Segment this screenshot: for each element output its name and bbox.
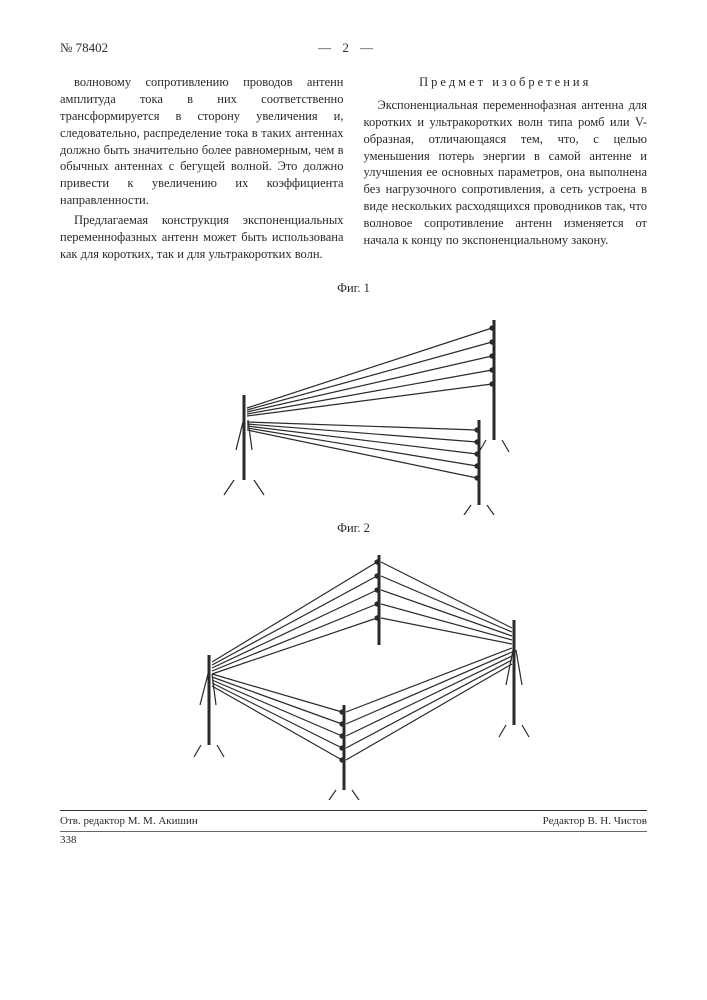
claim-title: Предмет изобретения xyxy=(364,74,648,91)
editors-row: Отв. редактор М. М. Акишин Редактор В. Н… xyxy=(60,815,647,827)
right-para-1: Экспоненциальная переменнофазная антенна… xyxy=(364,97,648,249)
thin-divider xyxy=(60,831,647,832)
divider-line xyxy=(60,810,647,811)
header-spacer xyxy=(587,40,647,56)
text-columns: волновому сопротивлению проводов антенн … xyxy=(60,74,647,266)
figure-1 xyxy=(60,300,647,515)
document-number: № 78402 xyxy=(60,40,108,56)
figure-2-svg xyxy=(154,540,554,800)
left-para-1: волновому сопротивлению проводов антенн … xyxy=(60,74,344,209)
editor-right: Редактор В. Н. Чистов xyxy=(543,815,647,827)
left-para-2: Предлагаемая конструкция экспоненциальны… xyxy=(60,212,344,263)
figure-2 xyxy=(60,540,647,800)
footer-number: 338 xyxy=(60,834,647,846)
figure-2-label: Фиг. 2 xyxy=(60,521,647,536)
figure-1-svg xyxy=(174,300,534,515)
page: № 78402 — 2 — волновому сопротивлению пр… xyxy=(0,0,707,1000)
page-number-marker: — 2 — xyxy=(318,40,377,56)
left-column: волновому сопротивлению проводов антенн … xyxy=(60,74,344,266)
figure-1-label: Фиг. 1 xyxy=(60,281,647,296)
right-column: Предмет изобретения Экспоненциальная пер… xyxy=(364,74,648,266)
page-header: № 78402 — 2 — xyxy=(60,40,647,56)
editor-left: Отв. редактор М. М. Акишин xyxy=(60,815,198,827)
